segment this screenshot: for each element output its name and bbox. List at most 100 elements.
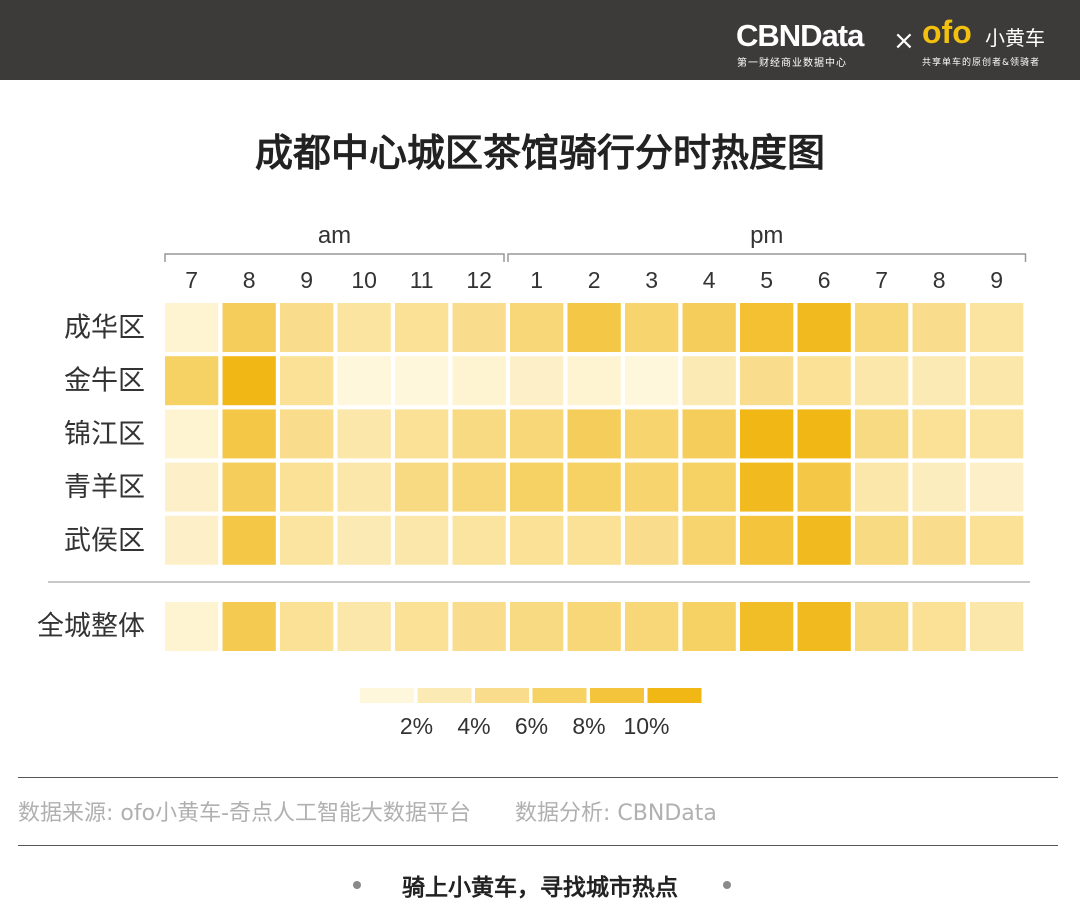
heatmap-cell <box>510 303 564 352</box>
heatmap-cell <box>280 409 334 459</box>
heatmap-cell <box>682 462 736 512</box>
legend-tick-label: 6% <box>515 713 548 739</box>
hour-tick-label: 2 <box>588 267 601 293</box>
heatmap-cell <box>510 409 564 459</box>
divider-bottom <box>18 845 1058 846</box>
heatmap-cell <box>395 462 449 512</box>
heatmap-cell <box>452 462 506 512</box>
total-row-label: 全城整体 <box>37 611 145 642</box>
heatmap-cell <box>337 462 391 512</box>
heatmap-cell <box>567 409 621 459</box>
heatmap-cell-total <box>510 602 564 651</box>
hour-tick-label: 7 <box>185 267 198 293</box>
heatmap-cell <box>855 303 909 352</box>
heatmap-cell-total <box>337 602 391 651</box>
bullet-dot-right <box>723 881 731 889</box>
bullet-dot-left <box>353 881 361 889</box>
heatmap-cell <box>510 356 564 406</box>
heatmap-cell <box>395 515 449 565</box>
data-analysis: 数据分析: CBNData <box>515 801 717 826</box>
hour-tick-label: 11 <box>410 267 434 293</box>
header-bar: CBNData 第一财经商业数据中心 × ofo 小黄车 共享单车的原创者&领骑… <box>0 0 1080 80</box>
legend-tick-label: 4% <box>457 713 490 739</box>
heatmap-cell <box>625 515 679 565</box>
heatmap-cell-total <box>280 602 334 651</box>
heatmap-cell <box>165 409 219 459</box>
heatmap-cell <box>452 409 506 459</box>
hour-tick-label: 4 <box>703 267 716 293</box>
heatmap-cell <box>625 356 679 406</box>
heatmap-cell-total <box>855 602 909 651</box>
heatmap-cell <box>970 303 1024 352</box>
heatmap-cell <box>625 303 679 352</box>
ofo-brand-name: 小黄车 <box>985 26 1045 50</box>
heatmap-cell <box>165 462 219 512</box>
hour-tick-label: 9 <box>990 267 1003 293</box>
heatmap-cell <box>625 409 679 459</box>
heatmap-cell <box>855 409 909 459</box>
heatmap-cell <box>165 356 219 406</box>
hour-tick-label: 9 <box>300 267 313 293</box>
heatmap-cell <box>165 515 219 565</box>
heatmap-cell <box>280 515 334 565</box>
heatmap-cell <box>567 303 621 352</box>
footer-slogan: 骑上小黄车，寻找城市热点 <box>402 875 678 901</box>
heatmap-cell-total <box>567 602 621 651</box>
heatmap-cell <box>337 409 391 459</box>
heatmap-cell <box>740 462 794 512</box>
heatmap-cell <box>912 462 966 512</box>
heatmap-cell <box>970 356 1024 406</box>
am-bracket <box>164 253 505 262</box>
legend-swatch <box>475 688 529 703</box>
heatmap-cell <box>567 462 621 512</box>
row-label: 锦江区 <box>64 419 145 450</box>
legend-swatch <box>647 688 702 703</box>
heatmap-cell <box>222 303 276 352</box>
page-title: 成都中心城区茶馆骑行分时热度图 <box>254 131 825 175</box>
heatmap-cell <box>337 356 391 406</box>
legend-tick-label: 8% <box>572 713 605 739</box>
row-label: 武侯区 <box>64 525 145 556</box>
row-label: 成华区 <box>64 313 145 344</box>
pm-label: pm <box>750 222 783 249</box>
heatmap-cell-total <box>452 602 506 651</box>
row-label: 金牛区 <box>64 366 145 397</box>
heatmap-cell <box>337 515 391 565</box>
heatmap-cell <box>222 409 276 459</box>
heatmap-cell <box>740 409 794 459</box>
heatmap-cell <box>740 515 794 565</box>
heatmap-cell <box>280 356 334 406</box>
hour-tick-label: 3 <box>645 267 658 293</box>
heatmap-cell <box>625 462 679 512</box>
heatmap-cell <box>970 515 1024 565</box>
heatmap-cell <box>682 515 736 565</box>
heatmap-cell <box>797 356 851 406</box>
hour-tick-label: 7 <box>875 267 888 293</box>
legend-tick-label: 10% <box>623 713 669 739</box>
heatmap-cell <box>280 462 334 512</box>
heatmap-cell <box>797 303 851 352</box>
cross-icon: × <box>893 26 915 56</box>
heatmap-cell <box>740 356 794 406</box>
hour-tick-label: 5 <box>760 267 773 293</box>
hour-tick-label: 12 <box>466 267 492 293</box>
heatmap-cell <box>797 515 851 565</box>
heatmap-cell <box>222 515 276 565</box>
heatmap-cell <box>510 462 564 512</box>
divider-top <box>18 777 1058 778</box>
heatmap-cell <box>510 515 564 565</box>
heatmap-cell <box>682 303 736 352</box>
heatmap-cell <box>222 356 276 406</box>
heatmap-cell <box>740 303 794 352</box>
heatmap-cell <box>280 303 334 352</box>
heatmap-cell <box>567 515 621 565</box>
heatmap-cell <box>395 303 449 352</box>
heatmap-cell <box>682 409 736 459</box>
heatmap-cell-total <box>912 602 966 651</box>
heatmap-cell <box>452 303 506 352</box>
heatmap-cell <box>855 462 909 512</box>
heatmap-cell <box>682 356 736 406</box>
heatmap-cell <box>912 515 966 565</box>
hour-tick-label: 10 <box>351 267 377 293</box>
data-source: 数据来源: ofo小黄车-奇点人工智能大数据平台 <box>18 801 472 826</box>
